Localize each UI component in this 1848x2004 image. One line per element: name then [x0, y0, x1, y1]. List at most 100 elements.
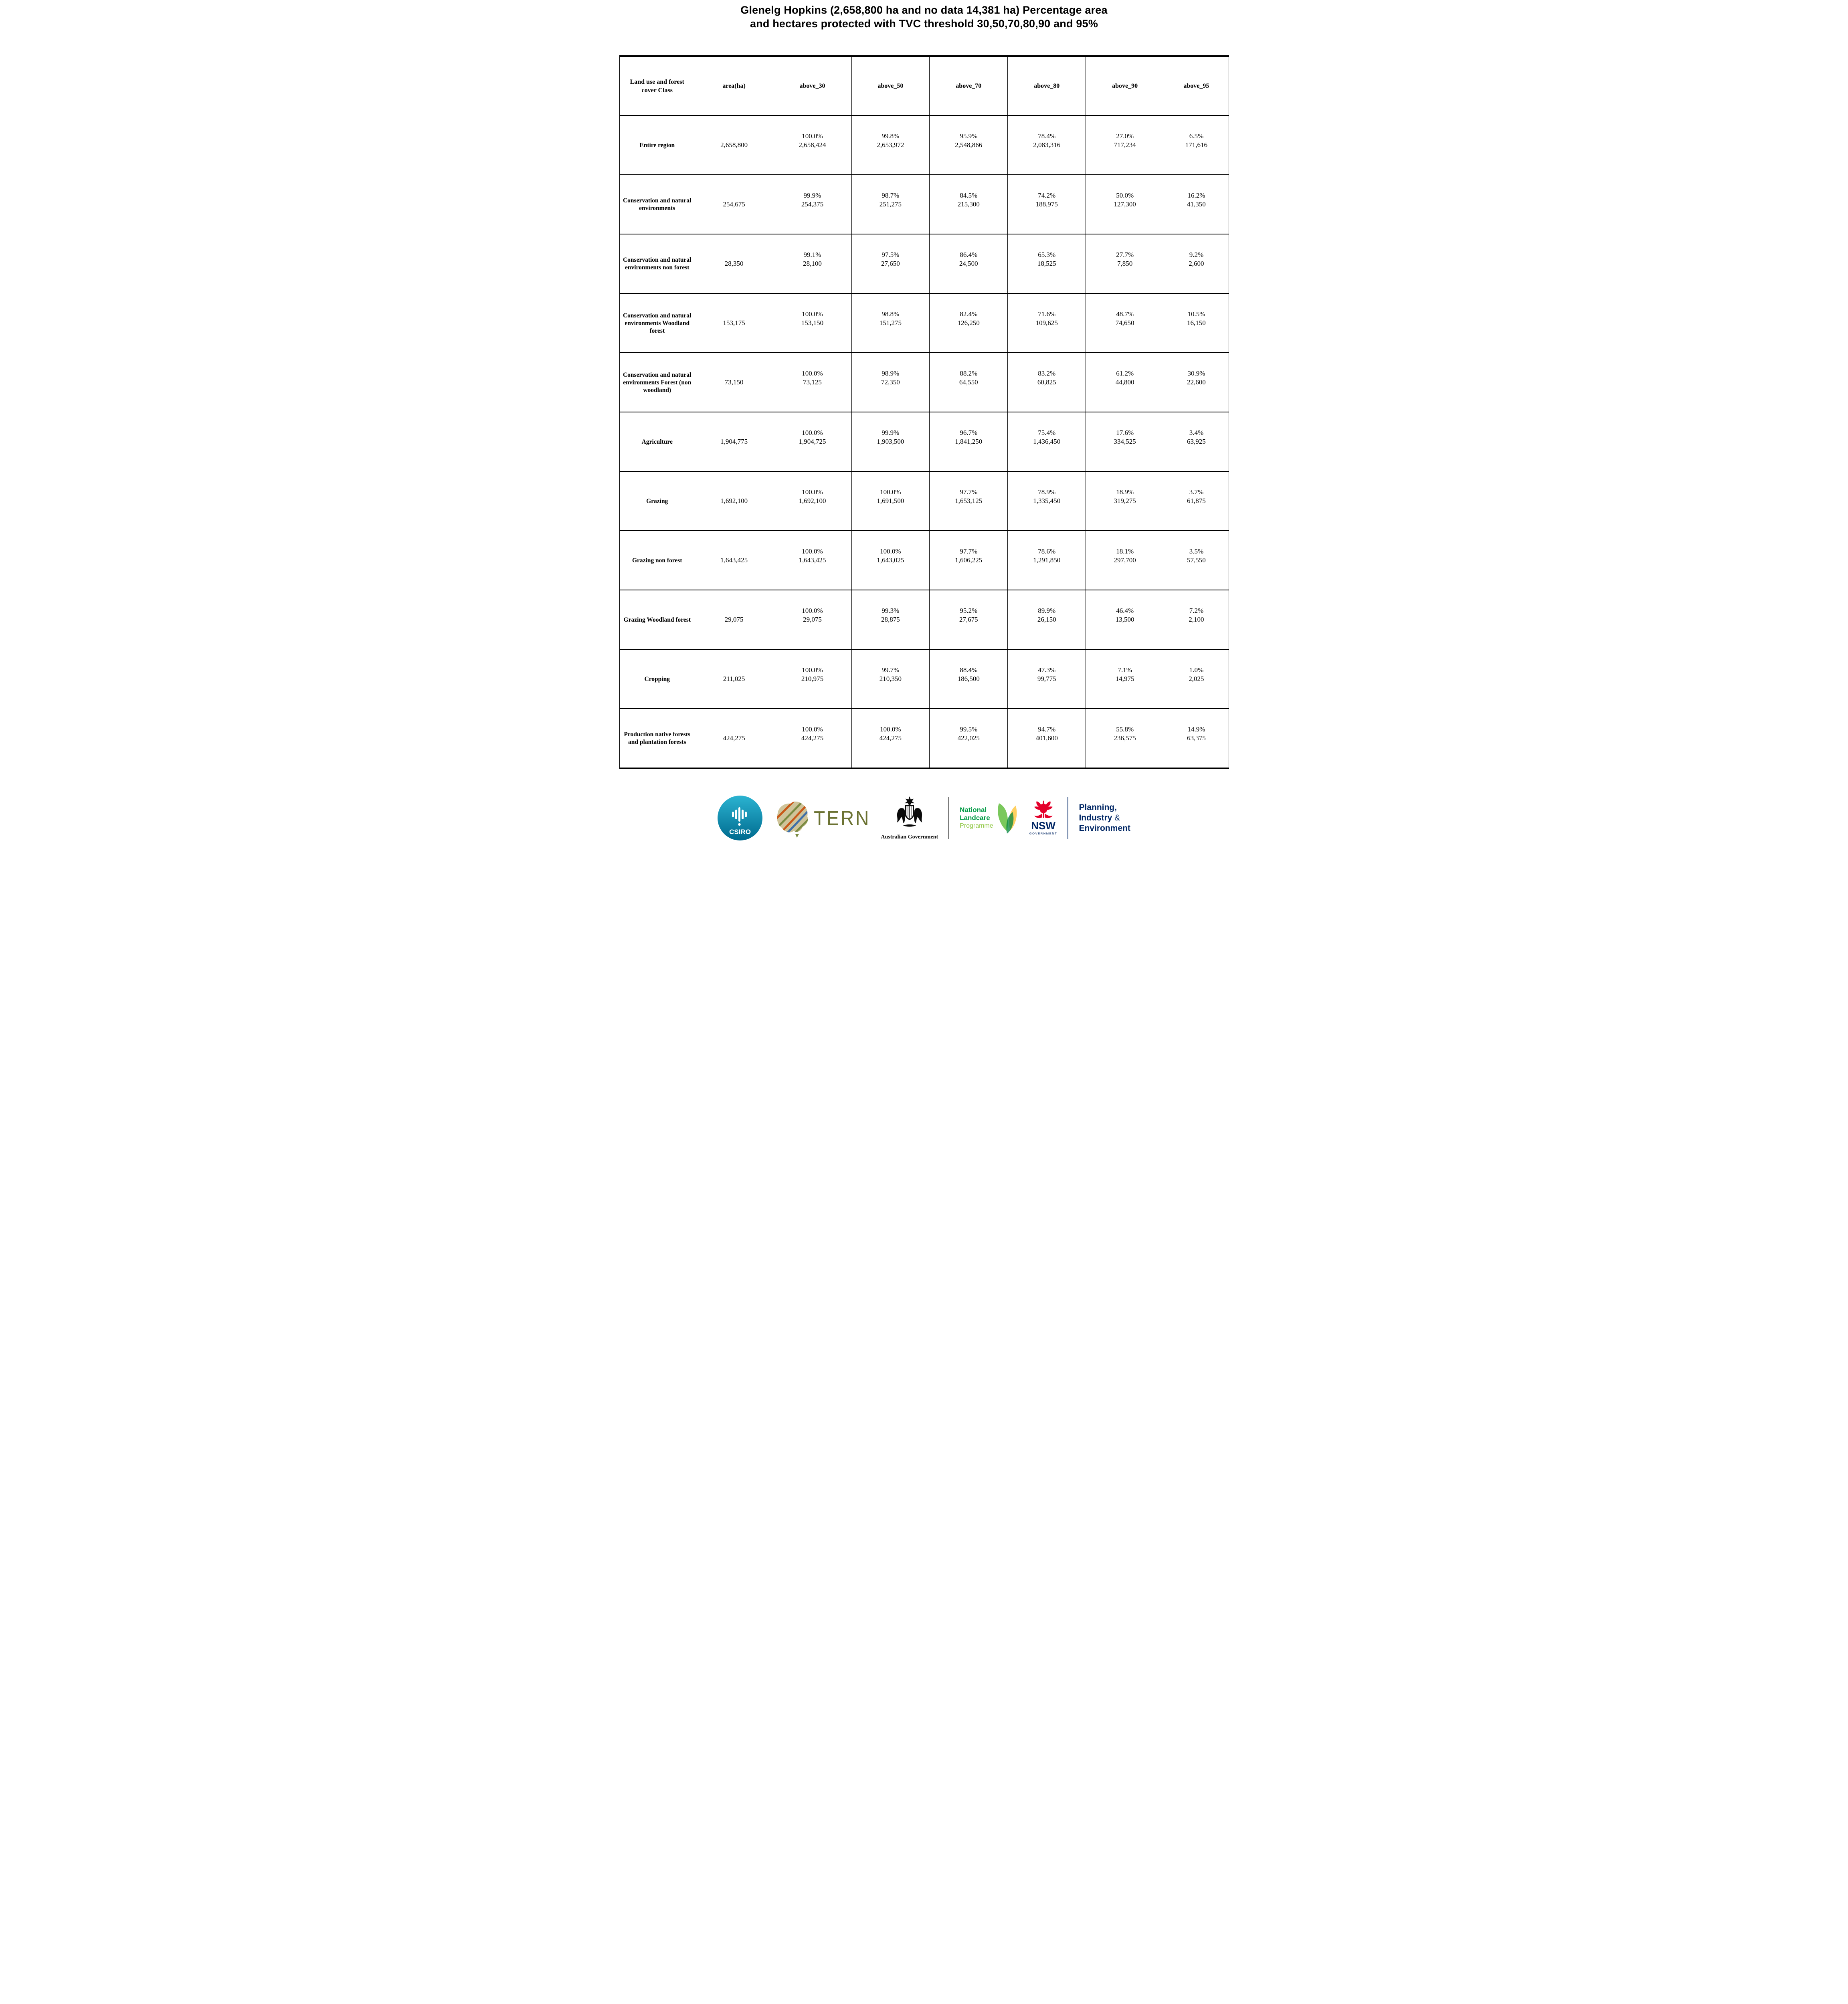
above-90-percent: 27.7%	[1116, 251, 1134, 259]
col-header-above-80-label: above_80	[1034, 83, 1060, 89]
row-label: Entire region	[639, 141, 675, 149]
row-above-95-values: 3.7% 61,875	[1167, 488, 1225, 505]
row-above-95-cell: 14.9% 63,375	[1164, 708, 1229, 768]
row-above-95-values: 6.5% 171,616	[1167, 132, 1225, 149]
row-above-50-cell: 98.8% 151,275	[851, 293, 930, 353]
above-90-percent: 27.0%	[1116, 132, 1134, 140]
row-label-cell: Grazing	[619, 471, 695, 531]
report-page: Glenelg Hopkins (2,658,800 ha and no dat…	[616, 0, 1232, 853]
above-70-percent: 88.2%	[960, 370, 978, 377]
above-50-percent: 100.0%	[880, 547, 901, 555]
row-above-30-cell: 99.9% 254,375	[773, 174, 852, 234]
row-above-90-cell: 27.0% 717,234	[1085, 115, 1165, 175]
above-95-percent: 6.5%	[1189, 132, 1204, 140]
row-above-50-values: 100.0% 1,691,500	[855, 488, 926, 505]
row-above-80-cell: 71.6% 109,625	[1007, 293, 1086, 353]
csiro-logo: CSIRO	[718, 795, 763, 840]
above-70-percent: 95.2%	[960, 607, 978, 614]
row-above-80-cell: 65.3% 18,525	[1007, 234, 1086, 294]
row-above-50-cell: 99.9% 1,903,500	[851, 412, 930, 472]
above-70-hectares: 2,548,866	[955, 141, 983, 149]
above-95-percent: 1.0%	[1189, 666, 1204, 674]
row-area-cell: 1,692,100	[694, 471, 774, 531]
col-header-above-95: above_95	[1164, 56, 1229, 116]
row-label-cell: Agriculture	[619, 412, 695, 472]
csiro-circle-icon: CSIRO	[718, 795, 763, 840]
above-90-hectares: 13,500	[1115, 616, 1134, 623]
above-70-percent: 86.4%	[960, 251, 978, 259]
row-area-value: 153,175	[723, 319, 745, 327]
above-70-percent: 95.9%	[960, 132, 978, 140]
row-area-value: 1,643,425	[720, 556, 748, 564]
above-80-hectares: 1,436,450	[1033, 438, 1061, 445]
row-above-70-values: 86.4% 24,500	[933, 250, 1004, 268]
above-30-hectares: 1,692,100	[799, 497, 826, 505]
above-50-percent: 100.0%	[880, 725, 901, 733]
row-above-90-values: 46.4% 13,500	[1089, 606, 1161, 624]
row-above-50-values: 99.3% 28,875	[855, 606, 926, 624]
above-50-hectares: 151,275	[879, 319, 902, 327]
row-above-30-values: 100.0% 2,658,424	[776, 132, 848, 149]
row-above-50-cell: 99.3% 28,875	[851, 590, 930, 650]
landuse-protection-table: Land use and forest cover Class area(ha)…	[619, 55, 1229, 769]
row-above-70-cell: 97.7% 1,653,125	[929, 471, 1008, 531]
row-above-70-values: 95.2% 27,675	[933, 606, 1004, 624]
row-above-30-values: 100.0% 29,075	[776, 606, 848, 624]
above-80-hectares: 109,625	[1035, 319, 1058, 327]
above-95-percent: 3.4%	[1189, 429, 1204, 436]
row-above-30-values: 100.0% 424,275	[776, 725, 848, 743]
above-30-percent: 100.0%	[802, 607, 823, 614]
row-above-50-values: 98.7% 251,275	[855, 191, 926, 209]
above-90-hectares: 74,650	[1115, 319, 1134, 327]
row-above-30-cell: 100.0% 2,658,424	[773, 115, 852, 175]
above-30-percent: 100.0%	[802, 310, 823, 318]
row-above-80-values: 89.9% 26,150	[1011, 606, 1082, 624]
above-50-percent: 100.0%	[880, 488, 901, 496]
row-above-80-values: 75.4% 1,436,450	[1011, 428, 1082, 446]
row-area-cell: 1,904,775	[694, 412, 774, 472]
row-above-70-cell: 99.5% 422,025	[929, 708, 1008, 768]
row-above-90-values: 18.9% 319,275	[1089, 488, 1161, 505]
row-label: Production native forests and plantation…	[624, 731, 691, 745]
row-above-90-values: 50.0% 127,300	[1089, 191, 1161, 209]
above-95-hectares: 171,616	[1185, 141, 1208, 149]
above-50-percent: 99.3%	[882, 607, 900, 614]
row-above-80-values: 78.4% 2,083,316	[1011, 132, 1082, 149]
row-above-95-cell: 3.7% 61,875	[1164, 471, 1229, 531]
above-70-hectares: 126,250	[957, 319, 980, 327]
row-above-50-values: 100.0% 424,275	[855, 725, 926, 743]
row-above-80-cell: 78.4% 2,083,316	[1007, 115, 1086, 175]
above-90-hectares: 319,275	[1114, 497, 1136, 505]
row-above-80-values: 74.2% 188,975	[1011, 191, 1082, 209]
above-90-hectares: 236,575	[1114, 734, 1136, 742]
col-header-above-30: above_30	[773, 56, 852, 116]
col-header-area-label: area(ha)	[722, 83, 746, 89]
row-area-cell: 73,150	[694, 352, 774, 412]
above-95-hectares: 41,350	[1187, 200, 1206, 208]
row-label-cell: Conservation and natural environments Wo…	[619, 293, 695, 353]
above-95-hectares: 2,025	[1189, 675, 1204, 683]
above-90-percent: 50.0%	[1116, 192, 1134, 199]
logo-footer: CSIRO	[616, 788, 1232, 848]
above-50-hectares: 1,643,025	[877, 556, 904, 564]
row-label: Agriculture	[641, 438, 673, 445]
above-90-hectares: 14,975	[1115, 675, 1134, 683]
above-30-hectares: 29,075	[803, 616, 822, 623]
col-header-above-50-label: above_50	[877, 83, 904, 89]
above-95-hectares: 16,150	[1187, 319, 1206, 327]
nsw-wordmark: NSW	[1031, 820, 1055, 832]
above-50-percent: 98.8%	[882, 310, 900, 318]
row-above-70-cell: 88.4% 186,500	[929, 649, 1008, 709]
col-header-class: Land use and forest cover Class	[619, 56, 695, 116]
above-50-percent: 99.8%	[882, 132, 900, 140]
above-95-percent: 16.2%	[1187, 192, 1205, 199]
row-above-30-values: 100.0% 73,125	[776, 369, 848, 387]
row-above-30-cell: 99.1% 28,100	[773, 234, 852, 294]
tern-logo: TERN	[773, 798, 870, 838]
row-above-80-values: 47.3% 99,775	[1011, 666, 1082, 683]
row-above-30-cell: 100.0% 153,150	[773, 293, 852, 353]
col-header-above-70-label: above_70	[956, 83, 982, 89]
above-80-hectares: 60,825	[1037, 378, 1056, 386]
above-50-percent: 97.5%	[882, 251, 900, 259]
above-80-percent: 89.9%	[1038, 607, 1056, 614]
